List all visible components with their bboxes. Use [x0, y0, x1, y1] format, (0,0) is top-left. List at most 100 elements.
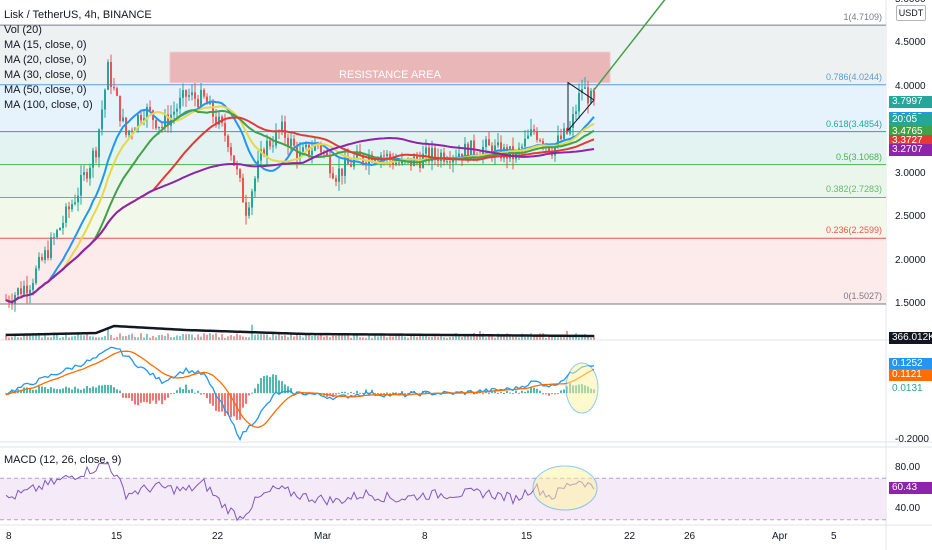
macd-histogram-bar	[200, 393, 202, 395]
candle-body	[263, 149, 265, 156]
volume-bar	[374, 335, 376, 340]
macd-histogram-bar	[554, 393, 556, 395]
rsi-line	[5, 461, 595, 522]
macd-histogram-bar	[380, 393, 382, 395]
macd-histogram-bar	[5, 393, 7, 395]
candle-body	[32, 283, 34, 290]
candle-body	[128, 130, 130, 135]
volume-bar	[383, 334, 385, 340]
macd-histogram-bar	[503, 392, 505, 394]
volume-bar	[311, 335, 313, 340]
macd-histogram-bar	[104, 384, 106, 394]
macd-histogram-bar	[176, 390, 178, 394]
resistance-area-label: RESISTANCE AREA	[339, 69, 441, 81]
candle-body	[26, 285, 28, 294]
legend: Lisk / TetherUS, 4h, BINANCE Vol (20) MA…	[4, 8, 152, 113]
legend-ma100[interactable]: MA (100, close, 0)	[4, 99, 93, 111]
legend-ma30[interactable]: MA (30, close, 0)	[4, 69, 87, 81]
macd-histogram-bar	[395, 392, 397, 394]
candle-body	[59, 228, 61, 231]
candle-body	[302, 147, 304, 152]
macd-histogram-bar	[86, 386, 88, 394]
legend-ma50[interactable]: MA (50, close, 0)	[4, 84, 87, 96]
volume-bar	[548, 335, 550, 340]
candle-body	[83, 172, 85, 176]
volume-bar	[527, 336, 529, 340]
macd-histogram-bar	[227, 393, 229, 415]
candle-body	[428, 147, 430, 162]
candle-body	[41, 256, 43, 260]
legend-ma15[interactable]: MA (15, close, 0)	[4, 39, 87, 51]
volume-bar	[509, 336, 511, 340]
volume-bar	[323, 336, 325, 340]
macd-histogram-bar	[179, 387, 181, 394]
rsi-band	[0, 478, 886, 520]
candle-body	[281, 121, 283, 132]
candle-body	[206, 96, 208, 105]
macd-histogram-bar	[41, 386, 43, 394]
candle-body	[260, 149, 262, 161]
macd-histogram-bar	[266, 375, 268, 394]
candle-body	[539, 140, 541, 142]
candle-body	[164, 114, 166, 128]
candle-body	[218, 116, 220, 125]
candle-body	[161, 126, 163, 128]
macd-histogram-bar	[482, 393, 484, 395]
volume-bar	[368, 334, 370, 340]
macd-highlight-ellipse	[565, 362, 599, 414]
macd-histogram-bar	[293, 393, 295, 395]
volume-bar	[83, 335, 85, 340]
candle-body	[104, 89, 106, 110]
volume-bar	[302, 337, 304, 340]
macd-histogram-bar	[230, 393, 232, 418]
macd-histogram-bar	[131, 393, 133, 401]
volume-bar	[62, 336, 64, 340]
volume-bar	[140, 333, 142, 340]
macd-histogram-bar	[203, 393, 205, 395]
volume-bar	[512, 335, 514, 340]
macd-histogram-tag: 0.0131	[889, 382, 932, 395]
candle-body	[242, 177, 244, 203]
volume-bar	[506, 333, 508, 340]
legend-vol[interactable]: Vol (20)	[4, 24, 42, 36]
legend-ma20[interactable]: MA (20, close, 0)	[4, 54, 87, 66]
macd-histogram-bar	[149, 393, 151, 404]
candle-body	[182, 90, 184, 98]
symbol-title[interactable]: Lisk / TetherUS, 4h, BINANCE	[4, 9, 152, 21]
volume-bar	[17, 337, 19, 340]
volume-bar	[284, 335, 286, 340]
volume-bar	[224, 337, 226, 340]
volume-bar	[569, 337, 571, 340]
macd-histogram-bar	[551, 393, 553, 395]
candle-body	[401, 159, 403, 164]
macd-histogram-bar	[44, 387, 46, 394]
macd-histogram-bar	[518, 392, 520, 394]
candle-body	[119, 95, 121, 122]
volume-bar	[434, 336, 436, 340]
macd-histogram-bar	[71, 389, 73, 394]
rsi-legend[interactable]: MACD (12, 26, close, 9)	[4, 454, 122, 466]
candle-body	[554, 144, 556, 156]
volume-bar	[362, 337, 364, 340]
macd-histogram-bar	[254, 388, 256, 394]
candle-body	[167, 114, 169, 126]
volume-bar	[287, 337, 289, 340]
macd-histogram-bar	[338, 392, 340, 394]
candle-body	[188, 95, 190, 97]
volume-bar	[161, 334, 163, 340]
volume-bar	[239, 335, 241, 340]
price-axis-tick: 4.0000	[895, 80, 926, 92]
macd-histogram-bar	[119, 390, 121, 394]
macd-histogram-bar	[248, 393, 250, 396]
fib-level-label: 1(4.7109)	[843, 12, 882, 23]
volume-bar	[245, 337, 247, 340]
ma30-line	[5, 109, 595, 304]
macd-histogram-bar	[29, 388, 31, 394]
candle-body	[116, 88, 118, 96]
drawings[interactable]	[567, 0, 668, 132]
volume-bar	[254, 334, 256, 340]
candle-body	[419, 159, 421, 168]
macd-histogram-bar	[107, 384, 109, 394]
currency-button[interactable]: USDT	[896, 5, 926, 21]
